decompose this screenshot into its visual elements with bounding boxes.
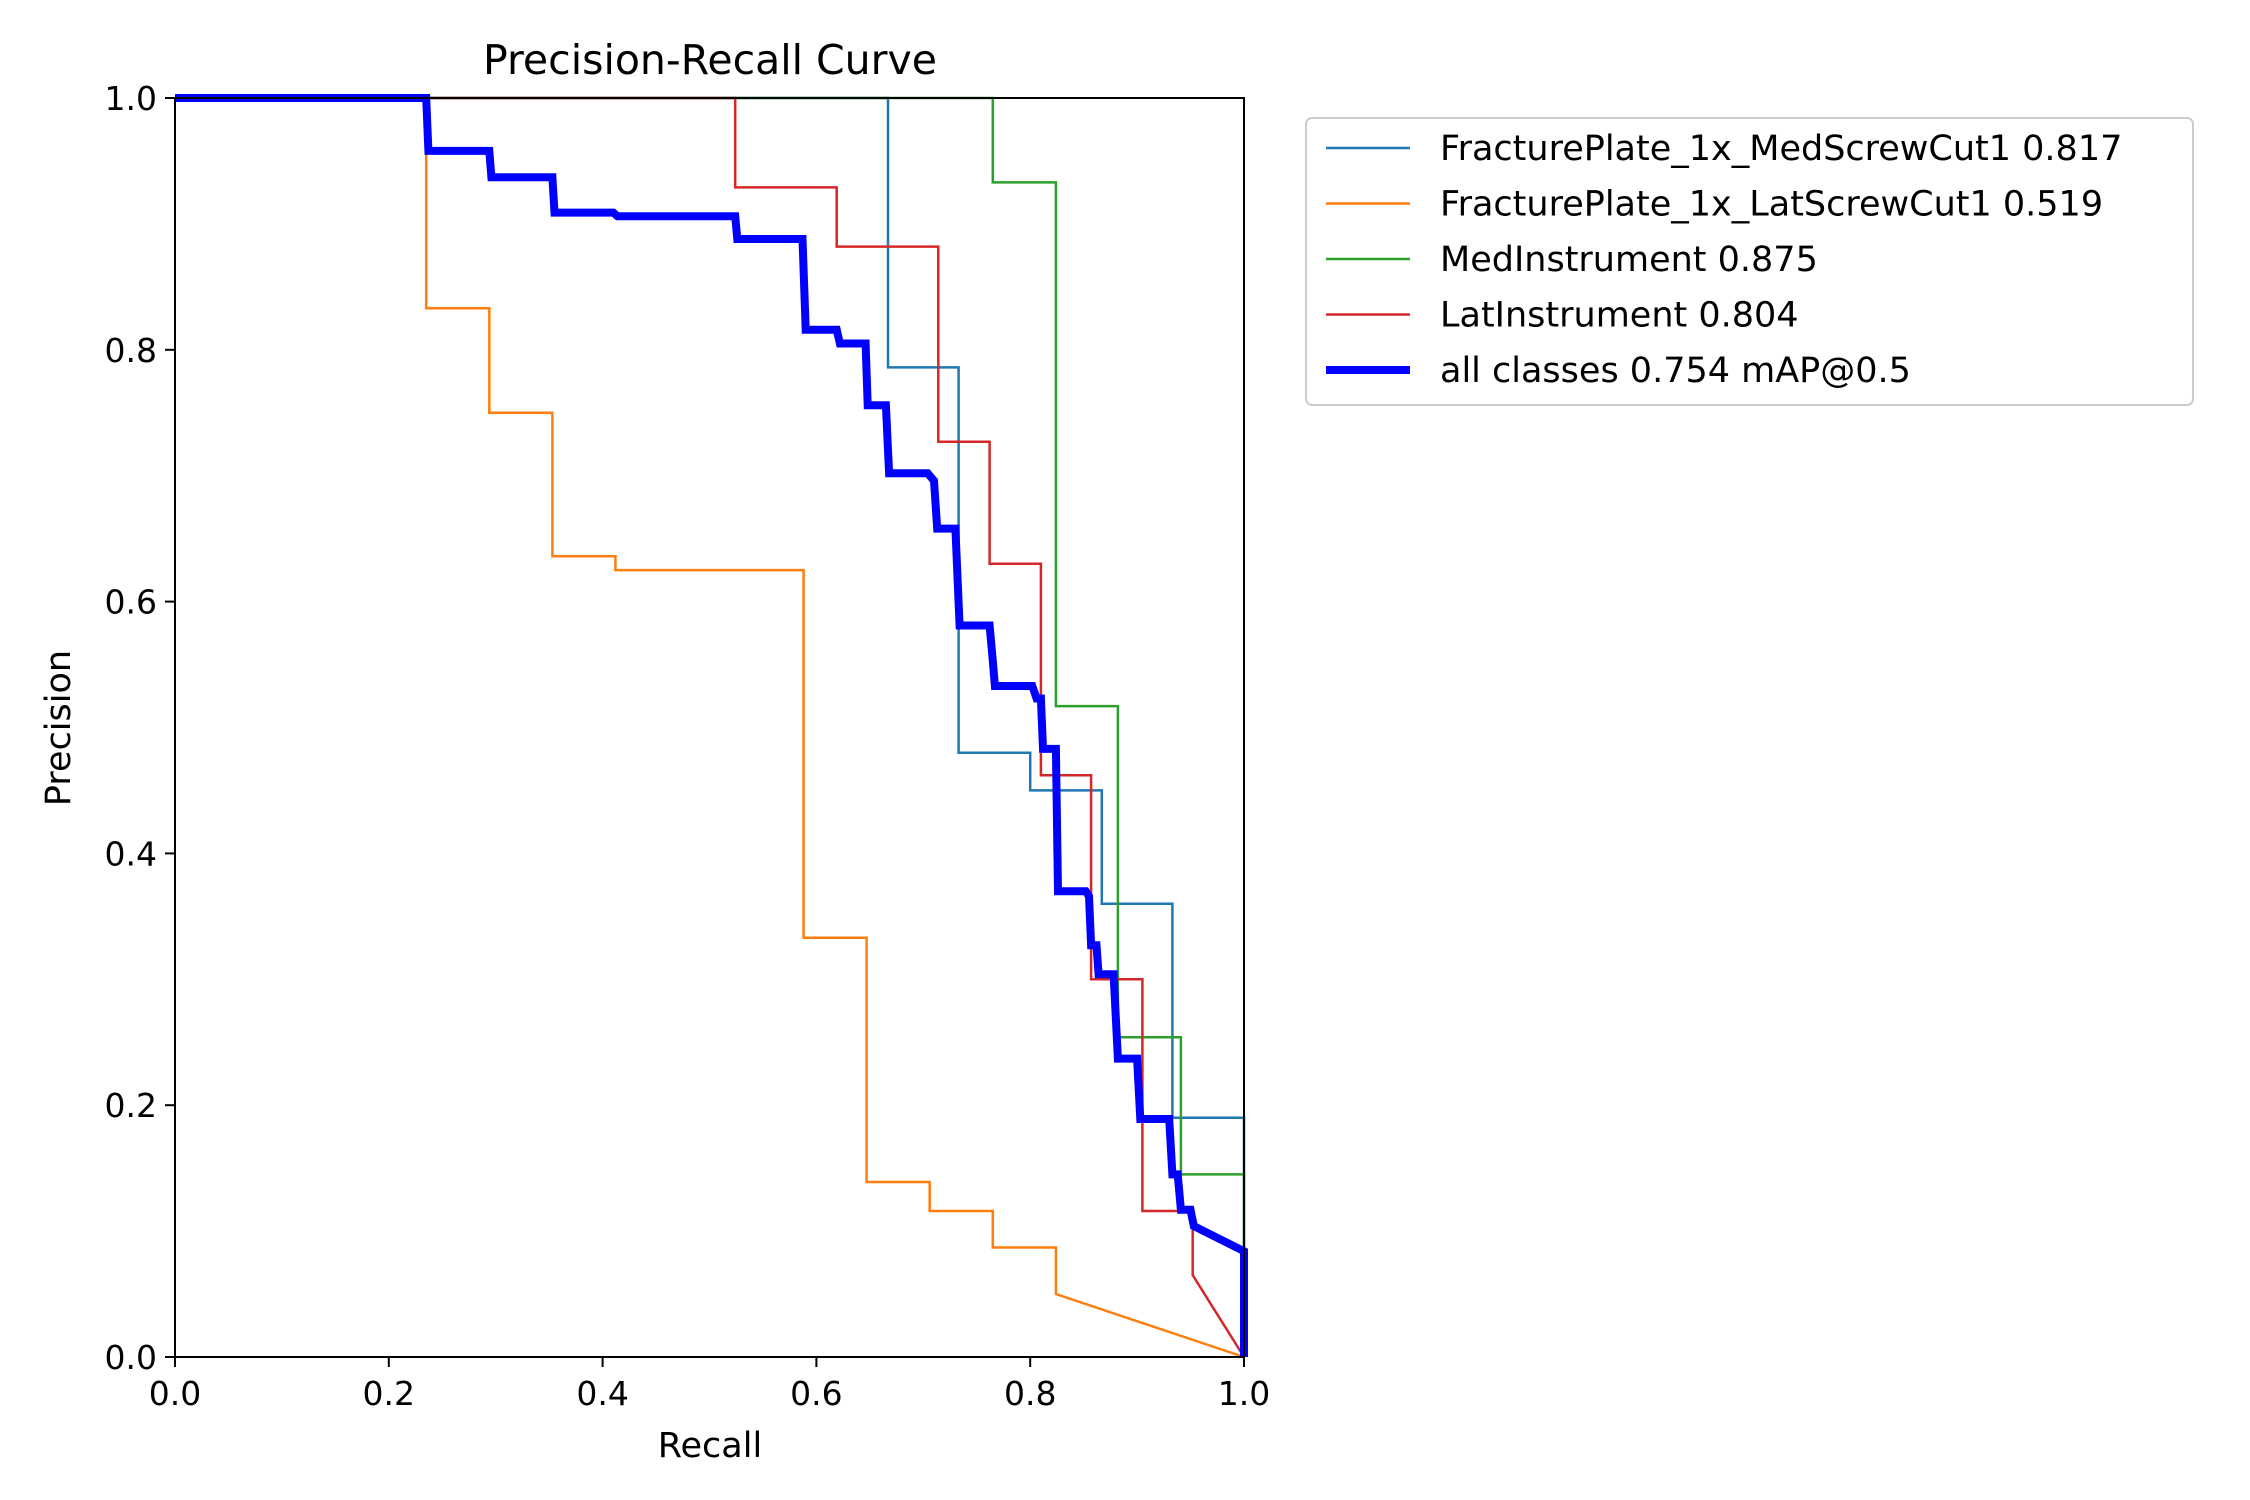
x-tick-label: 0.2 (363, 1374, 415, 1413)
y-axis-ticks: 0.0 0.2 0.4 0.6 0.8 1.0 (105, 79, 175, 1377)
legend-label-5: all classes 0.754 mAP@0.5 (1440, 351, 1911, 391)
chart-title: Precision-Recall Curve (483, 36, 937, 84)
y-tick-label: 0.6 (105, 583, 157, 622)
legend-label-2: FracturePlate_1x_LatScrewCut1 0.519 (1440, 185, 2103, 225)
series-line-2 (175, 96, 1245, 1359)
x-axis-ticks: 0.0 0.2 0.4 0.6 0.8 1.0 (149, 1357, 1270, 1413)
plot-frame (174, 97, 1245, 1358)
legend-label-1: FracturePlate_1x_MedScrewCut1 0.817 (1440, 129, 2122, 169)
x-tick-label: 0.8 (1004, 1374, 1056, 1413)
series-line-5 (175, 94, 1248, 1357)
legend: FracturePlate_1x_MedScrewCut1 0.817 Fract… (1305, 117, 2194, 406)
x-tick-label: 0.6 (790, 1374, 842, 1413)
y-tick-label: 1.0 (105, 79, 157, 118)
y-tick-label: 0.8 (105, 331, 157, 370)
x-tick-label: 0.4 (576, 1374, 628, 1413)
legend-label-4: LatInstrument 0.804 (1440, 296, 1799, 336)
legend-label-3: MedInstrument 0.875 (1440, 240, 1818, 280)
series-layer (175, 94, 1248, 1359)
y-tick-label: 0.2 (105, 1086, 157, 1125)
x-tick-label: 0.0 (149, 1374, 201, 1413)
legend-frame (1305, 117, 2194, 406)
y-axis-label: Precision (39, 650, 79, 806)
x-tick-label: 1.0 (1218, 1374, 1270, 1413)
series-line-4 (175, 96, 1246, 1358)
y-tick-label: 0.4 (105, 834, 157, 873)
y-tick-label: 0.0 (105, 1338, 157, 1377)
x-axis-label: Recall (658, 1426, 762, 1466)
series-line-3 (175, 96, 1246, 1357)
